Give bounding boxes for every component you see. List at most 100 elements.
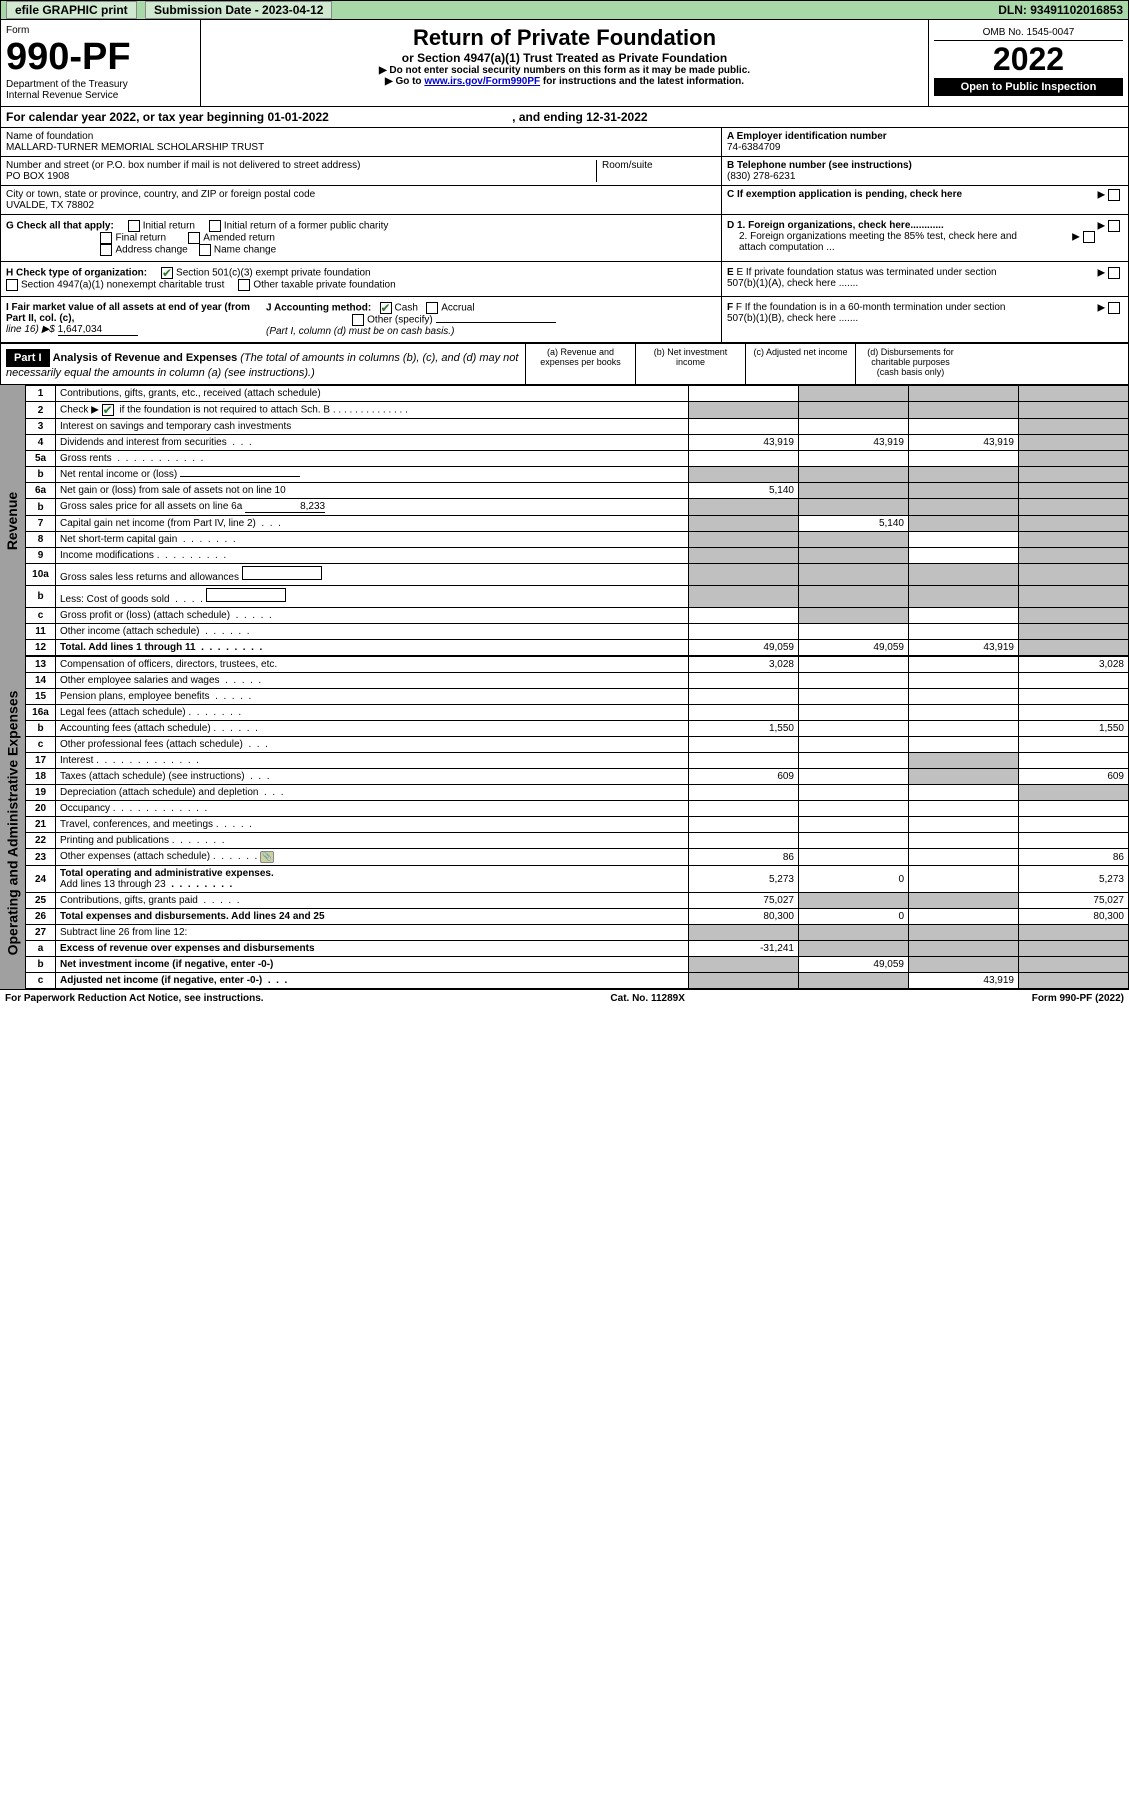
- city-label: City or town, state or province, country…: [6, 189, 716, 200]
- col-d-header: (d) Disbursements for charitable purpose…: [855, 344, 965, 384]
- calendar-year: For calendar year 2022, or tax year begi…: [0, 107, 1129, 128]
- d1-label: D 1. Foreign organizations, check here..…: [727, 220, 944, 231]
- instr-2: ▶ Go to www.irs.gov/Form990PF for instru…: [206, 76, 923, 87]
- e-checkbox[interactable]: [1108, 267, 1120, 279]
- expenses-section: Operating and Administrative Expenses 13…: [0, 656, 1129, 989]
- h-4947-checkbox[interactable]: [6, 279, 18, 291]
- form-label: Form: [6, 25, 195, 36]
- j-note: (Part I, column (d) must be on cash basi…: [266, 326, 454, 337]
- page-footer: For Paperwork Reduction Act Notice, see …: [0, 989, 1129, 1007]
- f-label: F F If the foundation is in a 60-month t…: [727, 302, 1027, 324]
- g-amended-checkbox[interactable]: [188, 232, 200, 244]
- row-24: 24Total operating and administrative exp…: [26, 866, 1129, 893]
- f-checkbox[interactable]: [1108, 302, 1120, 314]
- row-11: 11Other income (attach schedule) . . . .…: [26, 624, 1129, 640]
- g-name-checkbox[interactable]: [199, 244, 211, 256]
- i-label: I Fair market value of all assets at end…: [6, 302, 250, 324]
- efile-print-button[interactable]: efile GRAPHIC print: [6, 1, 137, 19]
- city: UVALDE, TX 78802: [6, 200, 716, 211]
- form-header: Form 990-PF Department of the Treasury I…: [0, 20, 1129, 107]
- j-label: J Accounting method:: [266, 303, 371, 314]
- row-27: 27Subtract line 26 from line 12:: [26, 925, 1129, 941]
- h-other-checkbox[interactable]: [238, 279, 250, 291]
- schb-checkbox[interactable]: [102, 404, 114, 416]
- g-final-checkbox[interactable]: [100, 232, 112, 244]
- g-addr-checkbox[interactable]: [100, 244, 112, 256]
- row-16c: cOther professional fees (attach schedul…: [26, 737, 1129, 753]
- row-18: 18Taxes (attach schedule) (see instructi…: [26, 769, 1129, 785]
- irs: Internal Revenue Service: [6, 90, 195, 101]
- footer-left: For Paperwork Reduction Act Notice, see …: [5, 993, 264, 1004]
- part1-title: Analysis of Revenue and Expenses: [53, 352, 238, 364]
- c-checkbox[interactable]: [1108, 189, 1120, 201]
- inspection-badge: Open to Public Inspection: [934, 78, 1123, 96]
- col-a-header: (a) Revenue and expenses per books: [525, 344, 635, 384]
- row-9: 9Income modifications . . . . . . . . .: [26, 548, 1129, 564]
- j-other-checkbox[interactable]: [352, 314, 364, 326]
- row-5a: 5aGross rents . . . . . . . . . . .: [26, 451, 1129, 467]
- g-initial-checkbox[interactable]: [128, 220, 140, 232]
- c-label: C If exemption application is pending, c…: [727, 189, 962, 200]
- footer-mid: Cat. No. 11289X: [610, 993, 684, 1004]
- part1-header: Part I Analysis of Revenue and Expenses …: [0, 343, 1129, 385]
- row-10a: 10aGross sales less returns and allowanc…: [26, 564, 1129, 586]
- form-number: 990-PF: [6, 36, 195, 79]
- row-10c: cGross profit or (loss) (attach schedule…: [26, 608, 1129, 624]
- d2-label: 2. Foreign organizations meeting the 85%…: [727, 231, 1027, 253]
- revenue-section: Revenue 1Contributions, gifts, grants, e…: [0, 385, 1129, 656]
- h-501c3-checkbox[interactable]: [161, 267, 173, 279]
- section-h-e: H Check type of organization: Section 50…: [0, 262, 1129, 297]
- row-6a: 6aNet gain or (loss) from sale of assets…: [26, 483, 1129, 499]
- row-3: 3Interest on savings and temporary cash …: [26, 419, 1129, 435]
- form-title: Return of Private Foundation: [206, 25, 923, 51]
- d1-checkbox[interactable]: [1108, 220, 1120, 232]
- g-initial-former-checkbox[interactable]: [209, 220, 221, 232]
- row-21: 21Travel, conferences, and meetings . . …: [26, 817, 1129, 833]
- entity-info: Name of foundation MALLARD-TURNER MEMORI…: [0, 128, 1129, 215]
- g-label: G Check all that apply:: [6, 221, 114, 232]
- row-8: 8Net short-term capital gain . . . . . .…: [26, 532, 1129, 548]
- name-label: Name of foundation: [6, 131, 716, 142]
- submission-date: Submission Date - 2023-04-12: [145, 1, 332, 19]
- h-label: H Check type of organization:: [6, 268, 147, 279]
- row-12: 12Total. Add lines 1 through 11 . . . . …: [26, 640, 1129, 656]
- form-subtitle: or Section 4947(a)(1) Trust Treated as P…: [206, 51, 923, 65]
- top-bar: efile GRAPHIC print Submission Date - 20…: [0, 0, 1129, 20]
- footer-right: Form 990-PF (2022): [1032, 993, 1124, 1004]
- e-label: E E If private foundation status was ter…: [727, 267, 1027, 289]
- ein-label: A Employer identification number: [727, 131, 887, 142]
- j-accrual-checkbox[interactable]: [426, 302, 438, 314]
- part1-label: Part I: [6, 349, 50, 367]
- row-25: 25Contributions, gifts, grants paid . . …: [26, 893, 1129, 909]
- row-23: 23Other expenses (attach schedule) . . .…: [26, 849, 1129, 866]
- row-7: 7Capital gain net income (from Part IV, …: [26, 516, 1129, 532]
- section-g-d: G Check all that apply: Initial return I…: [0, 215, 1129, 262]
- instr-1: ▶ Do not enter social security numbers o…: [206, 65, 923, 76]
- foundation-name: MALLARD-TURNER MEMORIAL SCHOLARSHIP TRUS…: [6, 142, 716, 153]
- row-5b: bNet rental income or (loss): [26, 467, 1129, 483]
- row-2: 2Check ▶ if the foundation is not requir…: [26, 402, 1129, 419]
- form990pf-link[interactable]: www.irs.gov/Form990PF: [424, 76, 540, 87]
- j-cash-checkbox[interactable]: [380, 302, 392, 314]
- row-20: 20Occupancy . . . . . . . . . . . .: [26, 801, 1129, 817]
- row-13: 13Compensation of officers, directors, t…: [26, 657, 1129, 673]
- row-26: 26Total expenses and disbursements. Add …: [26, 909, 1129, 925]
- row-27c: cAdjusted net income (if negative, enter…: [26, 973, 1129, 989]
- row-6b: bGross sales price for all assets on lin…: [26, 499, 1129, 516]
- dept: Department of the Treasury: [6, 79, 195, 90]
- address: PO BOX 1908: [6, 171, 596, 182]
- attach-icon[interactable]: 📎: [260, 851, 274, 863]
- row-27b: bNet investment income (if negative, ent…: [26, 957, 1129, 973]
- i-value: 1,647,034: [58, 324, 138, 336]
- expenses-sidebar: Operating and Administrative Expenses: [5, 690, 21, 955]
- row-15: 15Pension plans, employee benefits . . .…: [26, 689, 1129, 705]
- row-19: 19Depreciation (attach schedule) and dep…: [26, 785, 1129, 801]
- row-22: 22Printing and publications . . . . . . …: [26, 833, 1129, 849]
- d2-checkbox[interactable]: [1083, 231, 1095, 243]
- tax-year: 2022: [934, 41, 1123, 78]
- row-10b: bLess: Cost of goods sold . . . .: [26, 586, 1129, 608]
- col-b-header: (b) Net investment income: [635, 344, 745, 384]
- row-16a: 16aLegal fees (attach schedule) . . . . …: [26, 705, 1129, 721]
- addr-label: Number and street (or P.O. box number if…: [6, 160, 596, 171]
- omb-number: OMB No. 1545-0047: [934, 25, 1123, 41]
